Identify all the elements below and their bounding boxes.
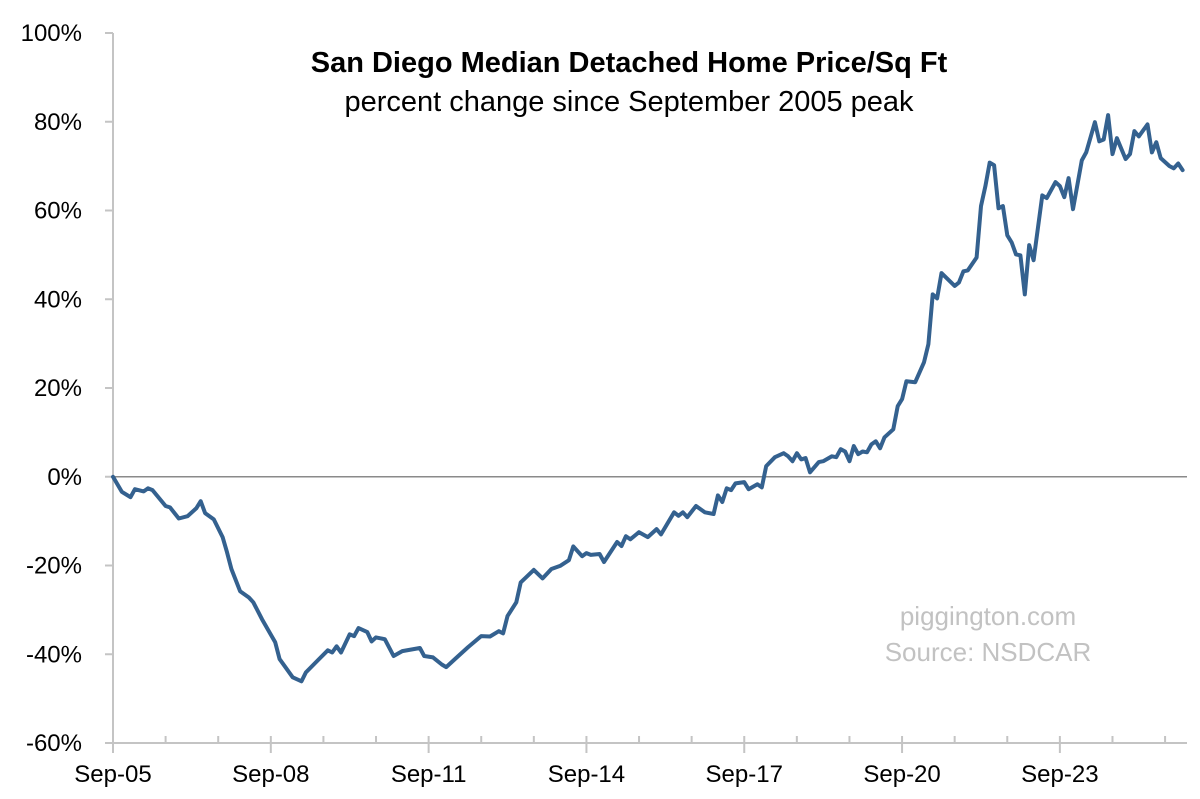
watermark-site: piggington.com	[900, 601, 1076, 631]
series-group	[111, 113, 1185, 684]
chart-title: San Diego Median Detached Home Price/Sq …	[311, 47, 948, 79]
y-tick-label: 0%	[47, 464, 82, 491]
x-tick-label: Sep-17	[706, 761, 783, 788]
x-axis-tick-labels: Sep-05 Sep-08 Sep-11 Sep-14 Sep-17 Sep-20 Sep-…	[74, 761, 1098, 788]
y-tick-label: 60%	[34, 198, 82, 225]
x-tick-label: Sep-20	[863, 761, 940, 788]
y-tick-label: 100%	[21, 20, 82, 47]
x-tick-label: Sep-14	[548, 761, 625, 788]
x-tick-label: Sep-11	[391, 761, 467, 788]
x-tick-label: Sep-05	[74, 761, 151, 788]
y-tick-label: -40%	[26, 641, 82, 668]
y-tick-label: -20%	[26, 553, 82, 580]
axes	[105, 32, 1187, 753]
watermark-source: Source: NSDCAR	[885, 637, 1092, 667]
y-tick-label: 20%	[34, 375, 82, 402]
y-tick-label: 40%	[34, 286, 82, 313]
y-tick-label: 80%	[34, 109, 82, 136]
series-line	[111, 113, 1185, 684]
x-tick-label: Sep-23	[1021, 761, 1098, 788]
y-tick-label: -60%	[26, 730, 82, 757]
x-tick-label: Sep-08	[232, 761, 309, 788]
chart-subtitle: percent change since September 2005 peak	[344, 86, 914, 118]
y-axis-tick-labels: -60% -40% -20% 0% 20% 40% 60% 80% 100%	[21, 20, 82, 757]
